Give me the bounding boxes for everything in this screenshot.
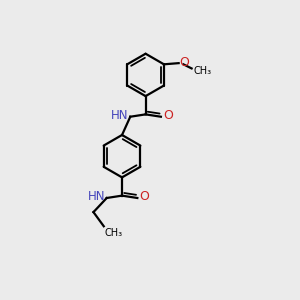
Text: O: O (179, 56, 189, 69)
Text: O: O (163, 109, 173, 122)
Text: CH₃: CH₃ (194, 66, 211, 76)
Text: CH₃: CH₃ (105, 228, 123, 238)
Text: O: O (140, 190, 149, 203)
Text: HN: HN (111, 109, 129, 122)
Text: HN: HN (88, 190, 105, 203)
